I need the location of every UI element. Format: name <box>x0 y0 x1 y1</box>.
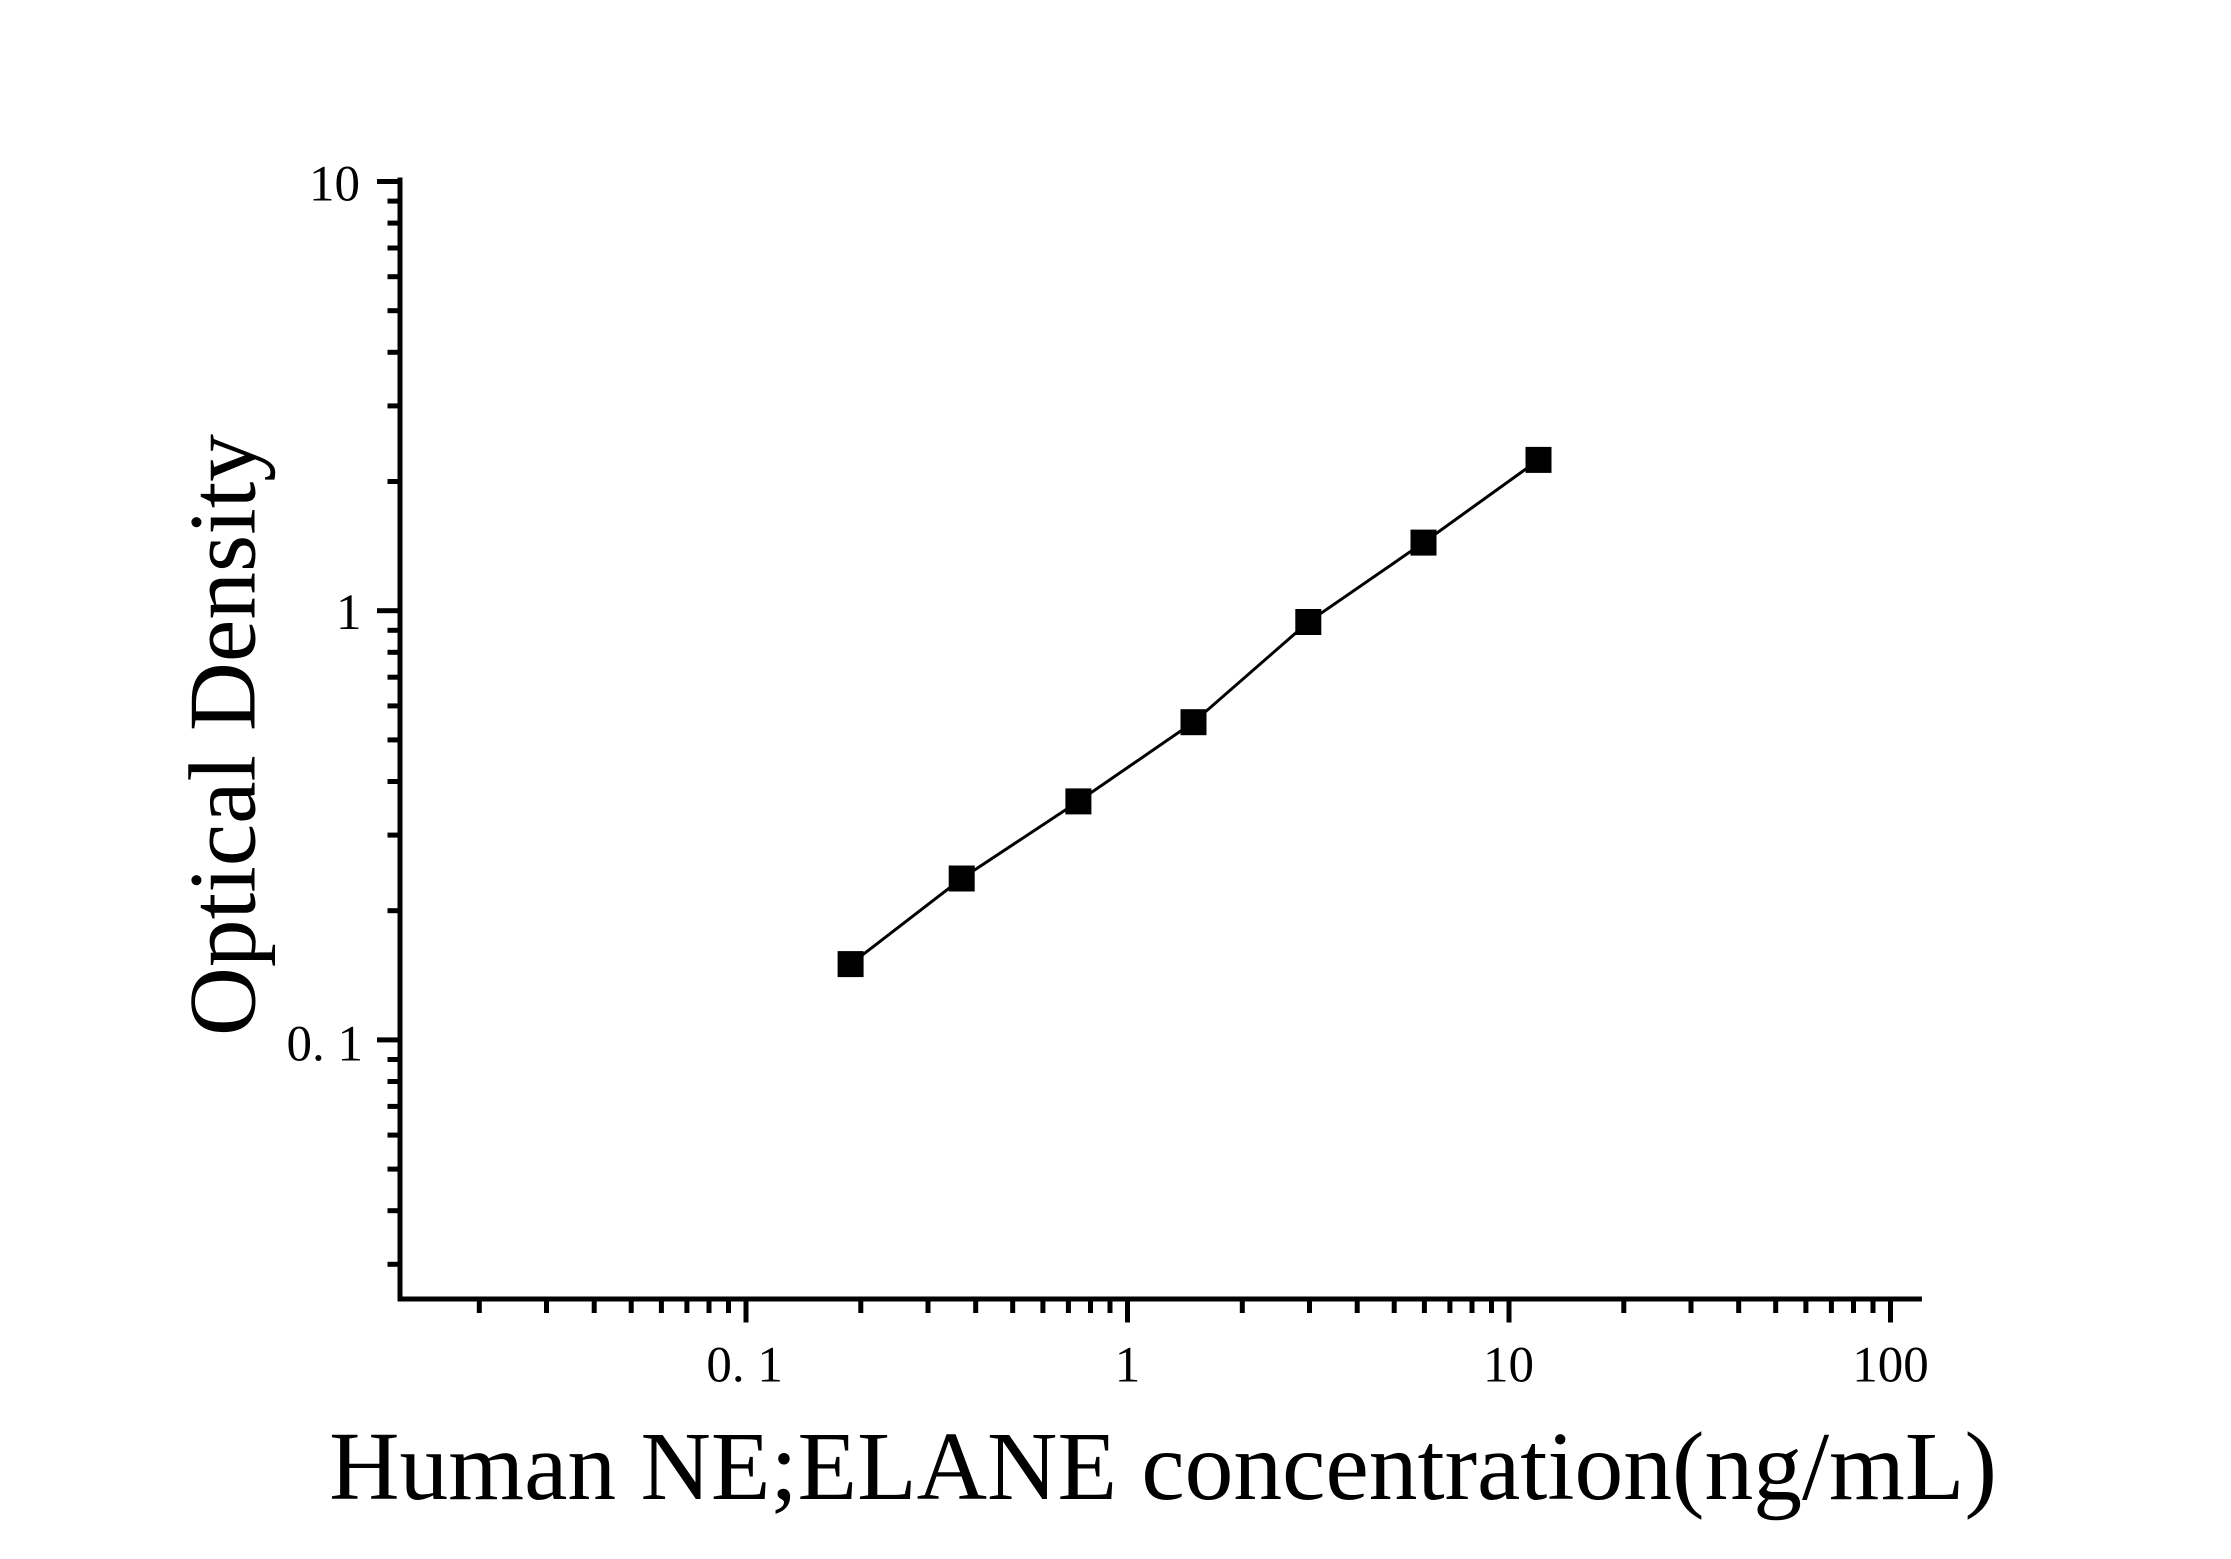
svg-text:0. 1: 0. 1 <box>706 1338 783 1394</box>
svg-text:Optical Density: Optical Density <box>170 434 276 1036</box>
svg-text:1: 1 <box>1115 1338 1141 1394</box>
svg-text:0. 1: 0. 1 <box>287 1016 364 1072</box>
svg-text:10: 10 <box>309 157 360 213</box>
svg-text:Human NE;ELANE concentration(n: Human NE;ELANE concentration(ng/mL) <box>329 1413 1997 1521</box>
svg-text:1: 1 <box>336 585 362 641</box>
svg-text:10: 10 <box>1483 1338 1534 1394</box>
svg-text:100: 100 <box>1852 1338 1929 1394</box>
